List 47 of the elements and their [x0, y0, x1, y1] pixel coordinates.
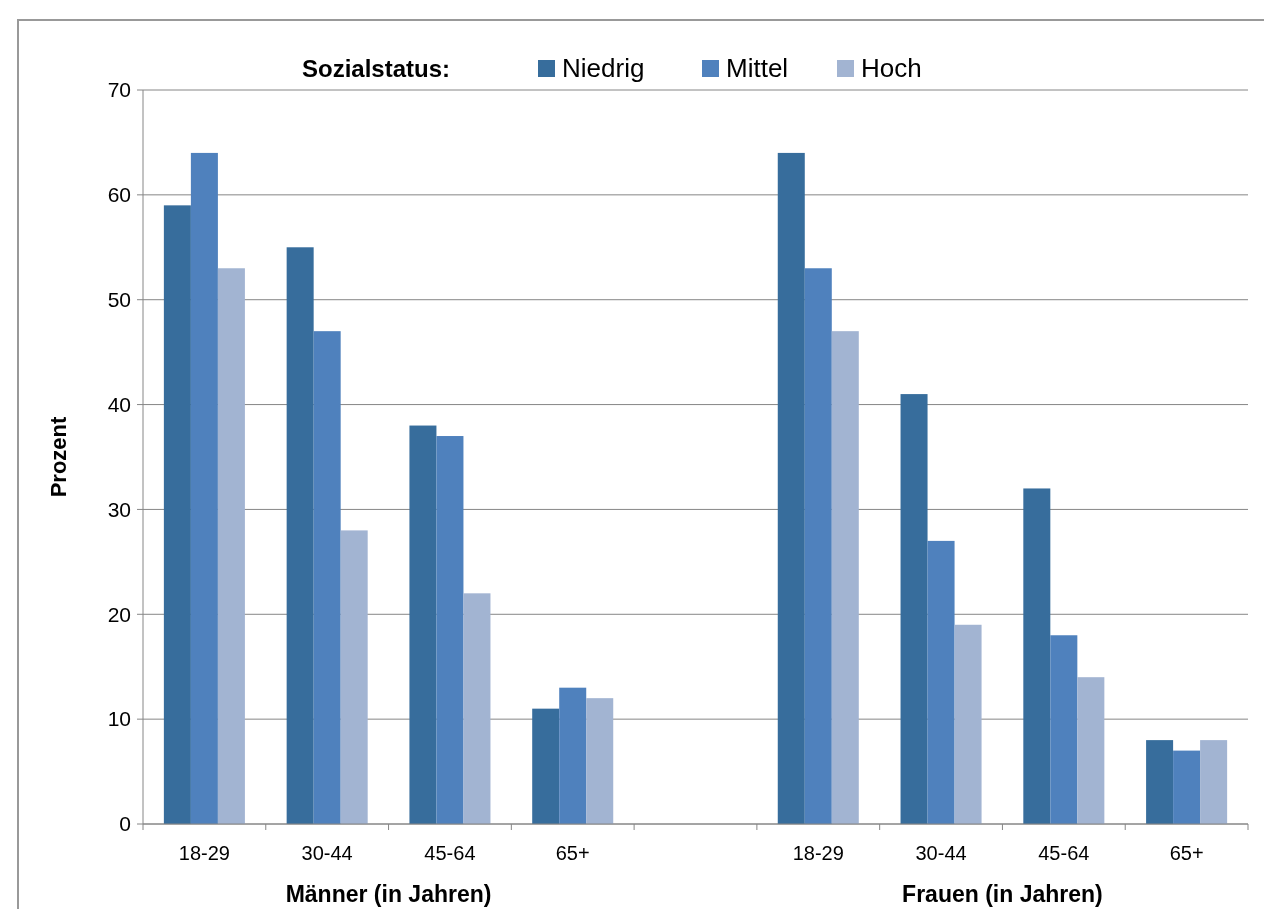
bar [1023, 488, 1051, 824]
y-tick-label: 0 [119, 812, 131, 836]
y-tick-label: 30 [107, 497, 131, 521]
text: Frauen (in Jahren) [902, 881, 1103, 907]
legend-label: Niedrig [562, 53, 645, 83]
y-tick-label: 50 [107, 288, 131, 312]
bar [900, 394, 928, 824]
legend-label: Hoch [861, 53, 922, 83]
x-tick-label: 65+ [555, 842, 590, 864]
y-tick-label: 60 [107, 183, 131, 207]
legend-title: Sozialstatus: [301, 55, 450, 82]
bar [463, 593, 491, 824]
bar [954, 624, 982, 824]
bar [409, 425, 437, 824]
bar [313, 331, 341, 824]
bar [559, 687, 587, 824]
bar [1050, 635, 1078, 824]
bar [532, 708, 560, 824]
bar [1200, 740, 1228, 824]
bar [1077, 677, 1105, 824]
bar [436, 436, 464, 824]
bar [927, 540, 955, 824]
bar [340, 530, 368, 824]
y-axis-title: Prozent [46, 416, 71, 498]
x-tick-label: 65+ [1169, 842, 1204, 864]
bar [777, 152, 805, 824]
y-tick-label: 20 [107, 602, 131, 626]
bar [831, 331, 859, 824]
bar [190, 152, 218, 824]
bar [163, 205, 191, 824]
y-tick-label: 10 [107, 707, 131, 731]
bar [1146, 740, 1174, 824]
x-tick-label: 45-64 [1038, 842, 1090, 864]
x-tick-label: 30-44 [915, 842, 967, 864]
x-tick-label: 30-44 [301, 842, 353, 864]
bar [586, 698, 614, 824]
bar [1173, 750, 1201, 824]
x-tick-label: 18-29 [792, 842, 844, 864]
bar [286, 247, 314, 824]
x-tick-label: 18-29 [178, 842, 230, 864]
x-axis-title: Männer (in Jahren) [285, 881, 492, 907]
y-tick-label: 70 [107, 78, 131, 102]
x-tick-label: 45-64 [424, 842, 476, 864]
legend-label: Mittel [726, 53, 789, 83]
y-tick-label: 40 [107, 392, 131, 416]
bar [217, 268, 245, 824]
bar [804, 268, 832, 824]
